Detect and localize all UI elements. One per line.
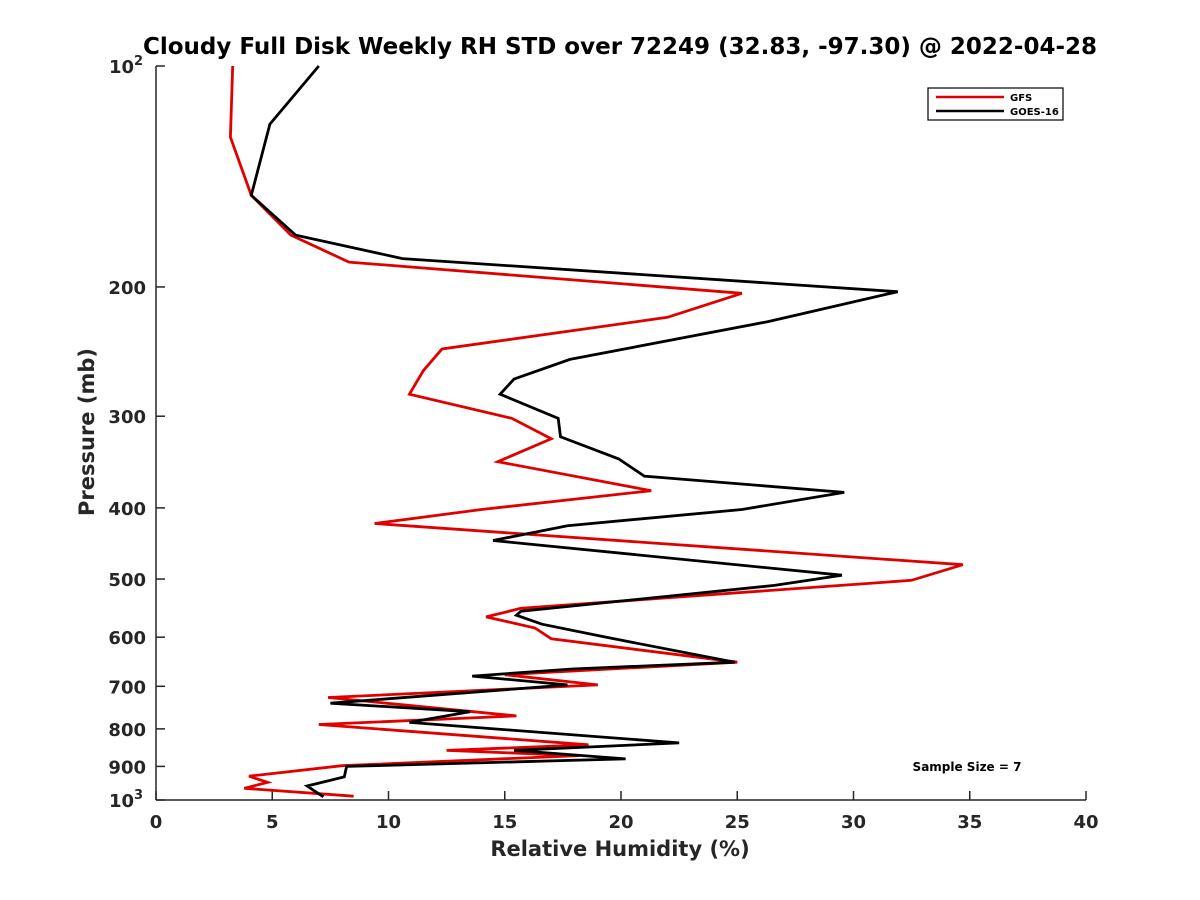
sample-size-annotation: Sample Size = 7 bbox=[913, 760, 1022, 774]
x-tick-label: 5 bbox=[266, 812, 279, 833]
y-axis-label: Pressure (mb) bbox=[75, 348, 99, 516]
x-tick-label: 25 bbox=[725, 812, 750, 833]
legend-label: GFS bbox=[1010, 93, 1032, 104]
y-tick-label: 400 bbox=[108, 499, 146, 520]
series-line-goes-16 bbox=[249, 65, 899, 798]
x-tick-label: 30 bbox=[841, 812, 866, 833]
x-tick-label: 40 bbox=[1073, 812, 1098, 833]
y-tick-label: 900 bbox=[108, 757, 146, 778]
x-tick-label: 10 bbox=[376, 812, 401, 833]
x-axis-label: Relative Humidity (%) bbox=[490, 837, 749, 861]
y-tick-label: 10 bbox=[109, 57, 134, 78]
x-tick-label: 0 bbox=[150, 812, 163, 833]
x-tick-label: 15 bbox=[492, 812, 517, 833]
y-tick-label: 500 bbox=[108, 570, 146, 591]
y-tick-exponent: 3 bbox=[134, 788, 143, 803]
y-tick-label: 200 bbox=[108, 278, 146, 299]
series-layer bbox=[228, 65, 964, 798]
y-tick-label: 700 bbox=[108, 677, 146, 698]
chart-title: Cloudy Full Disk Weekly RH STD over 7224… bbox=[143, 34, 1097, 60]
legend-label: GOES-16 bbox=[1010, 107, 1059, 118]
x-tick-label: 35 bbox=[957, 812, 982, 833]
y-tick-label: 10 bbox=[109, 791, 134, 812]
series-line-gfs bbox=[228, 65, 964, 798]
legend: GFS GOES-16 bbox=[927, 87, 1064, 121]
y-tick-label: 800 bbox=[108, 720, 146, 741]
y-tick-label: 600 bbox=[108, 628, 146, 649]
legend-box bbox=[927, 87, 1064, 121]
y-tick-label: 300 bbox=[108, 407, 146, 428]
x-tick-label: 20 bbox=[608, 812, 633, 833]
y-tick-exponent: 2 bbox=[134, 54, 143, 69]
